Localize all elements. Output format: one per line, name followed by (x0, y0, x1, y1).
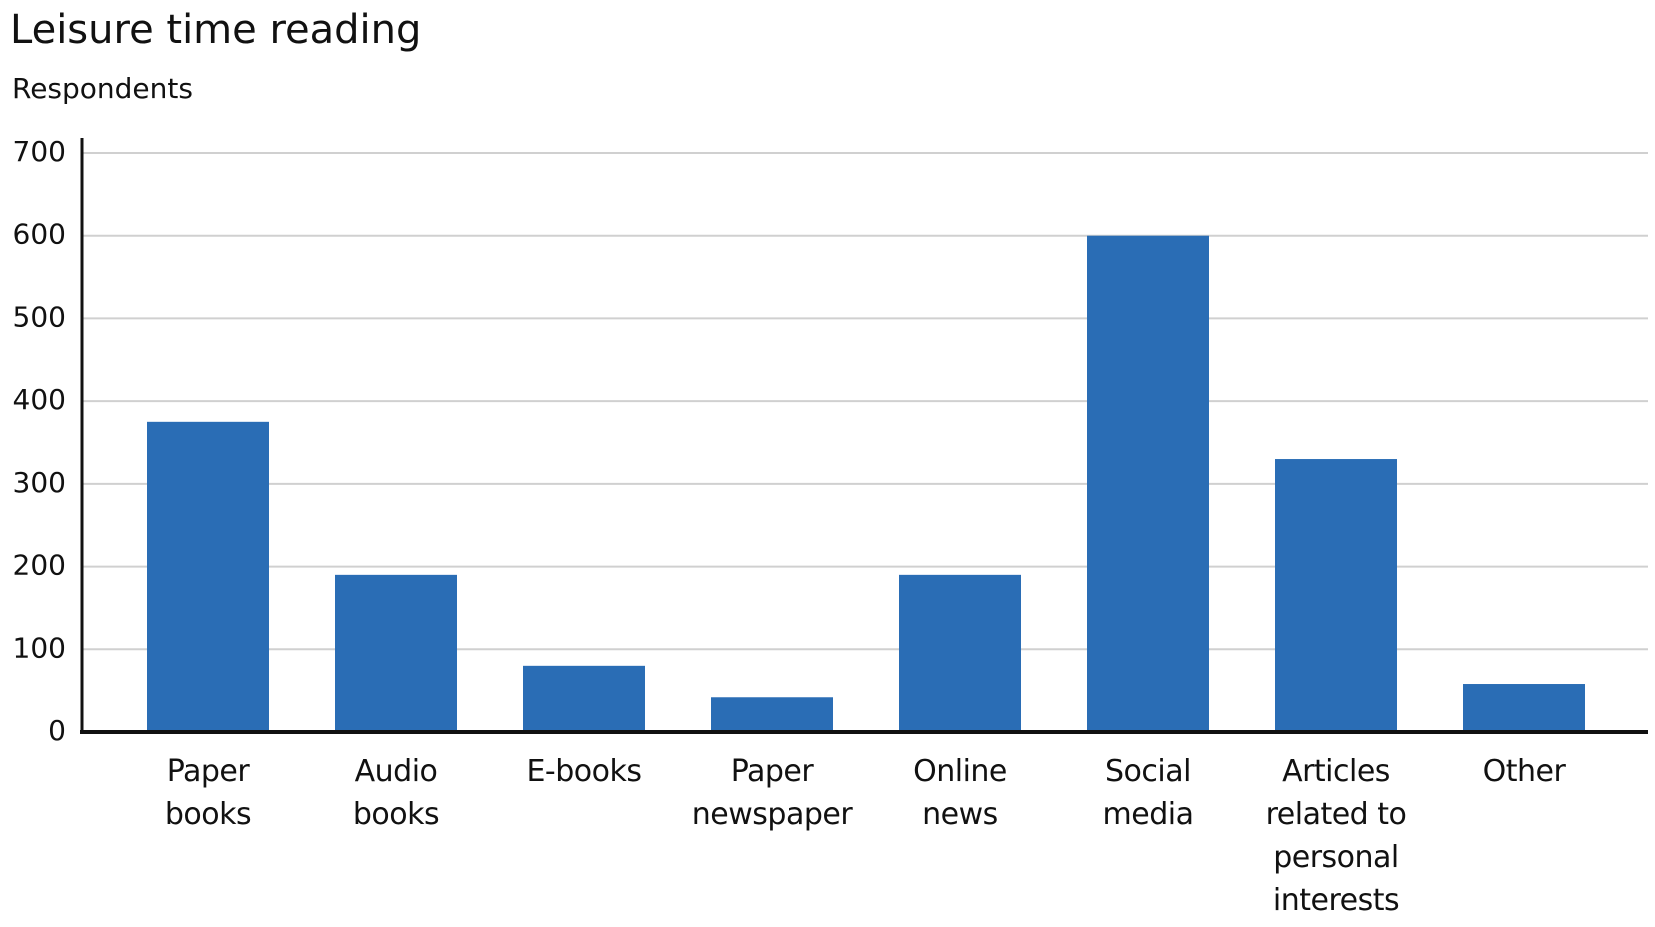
x-tick-label: Paper books (164, 754, 252, 832)
x-tick-label: Paper newspaper (691, 754, 853, 832)
y-axis-label: Respondents (12, 72, 193, 105)
y-tick-label: 200 (13, 549, 66, 582)
y-tick-label: 100 (13, 631, 66, 664)
bar (147, 421, 269, 732)
chart-title: Leisure time reading (10, 7, 421, 53)
y-tick-label: 300 (13, 466, 66, 499)
x-tick-label: Social media (1102, 754, 1194, 832)
x-tick-label: Articles related to personal interests (1265, 754, 1407, 918)
bar (899, 574, 1021, 732)
y-tick-label: 400 (13, 383, 66, 416)
bar (523, 665, 645, 732)
y-tick-label: 600 (13, 218, 66, 251)
bar (711, 697, 833, 732)
y-tick-label: 700 (13, 135, 66, 168)
x-tick-label: Other (1482, 754, 1566, 789)
y-tick-label: 0 (48, 714, 66, 747)
bar (1087, 235, 1209, 732)
x-tick-label: Audio books (352, 754, 440, 832)
bar (1463, 684, 1585, 732)
x-tick-label: E-books (526, 754, 642, 789)
bar (335, 574, 457, 732)
bar (1275, 459, 1397, 732)
y-tick-label: 500 (13, 300, 66, 333)
x-tick-label: Online news (913, 754, 1007, 832)
